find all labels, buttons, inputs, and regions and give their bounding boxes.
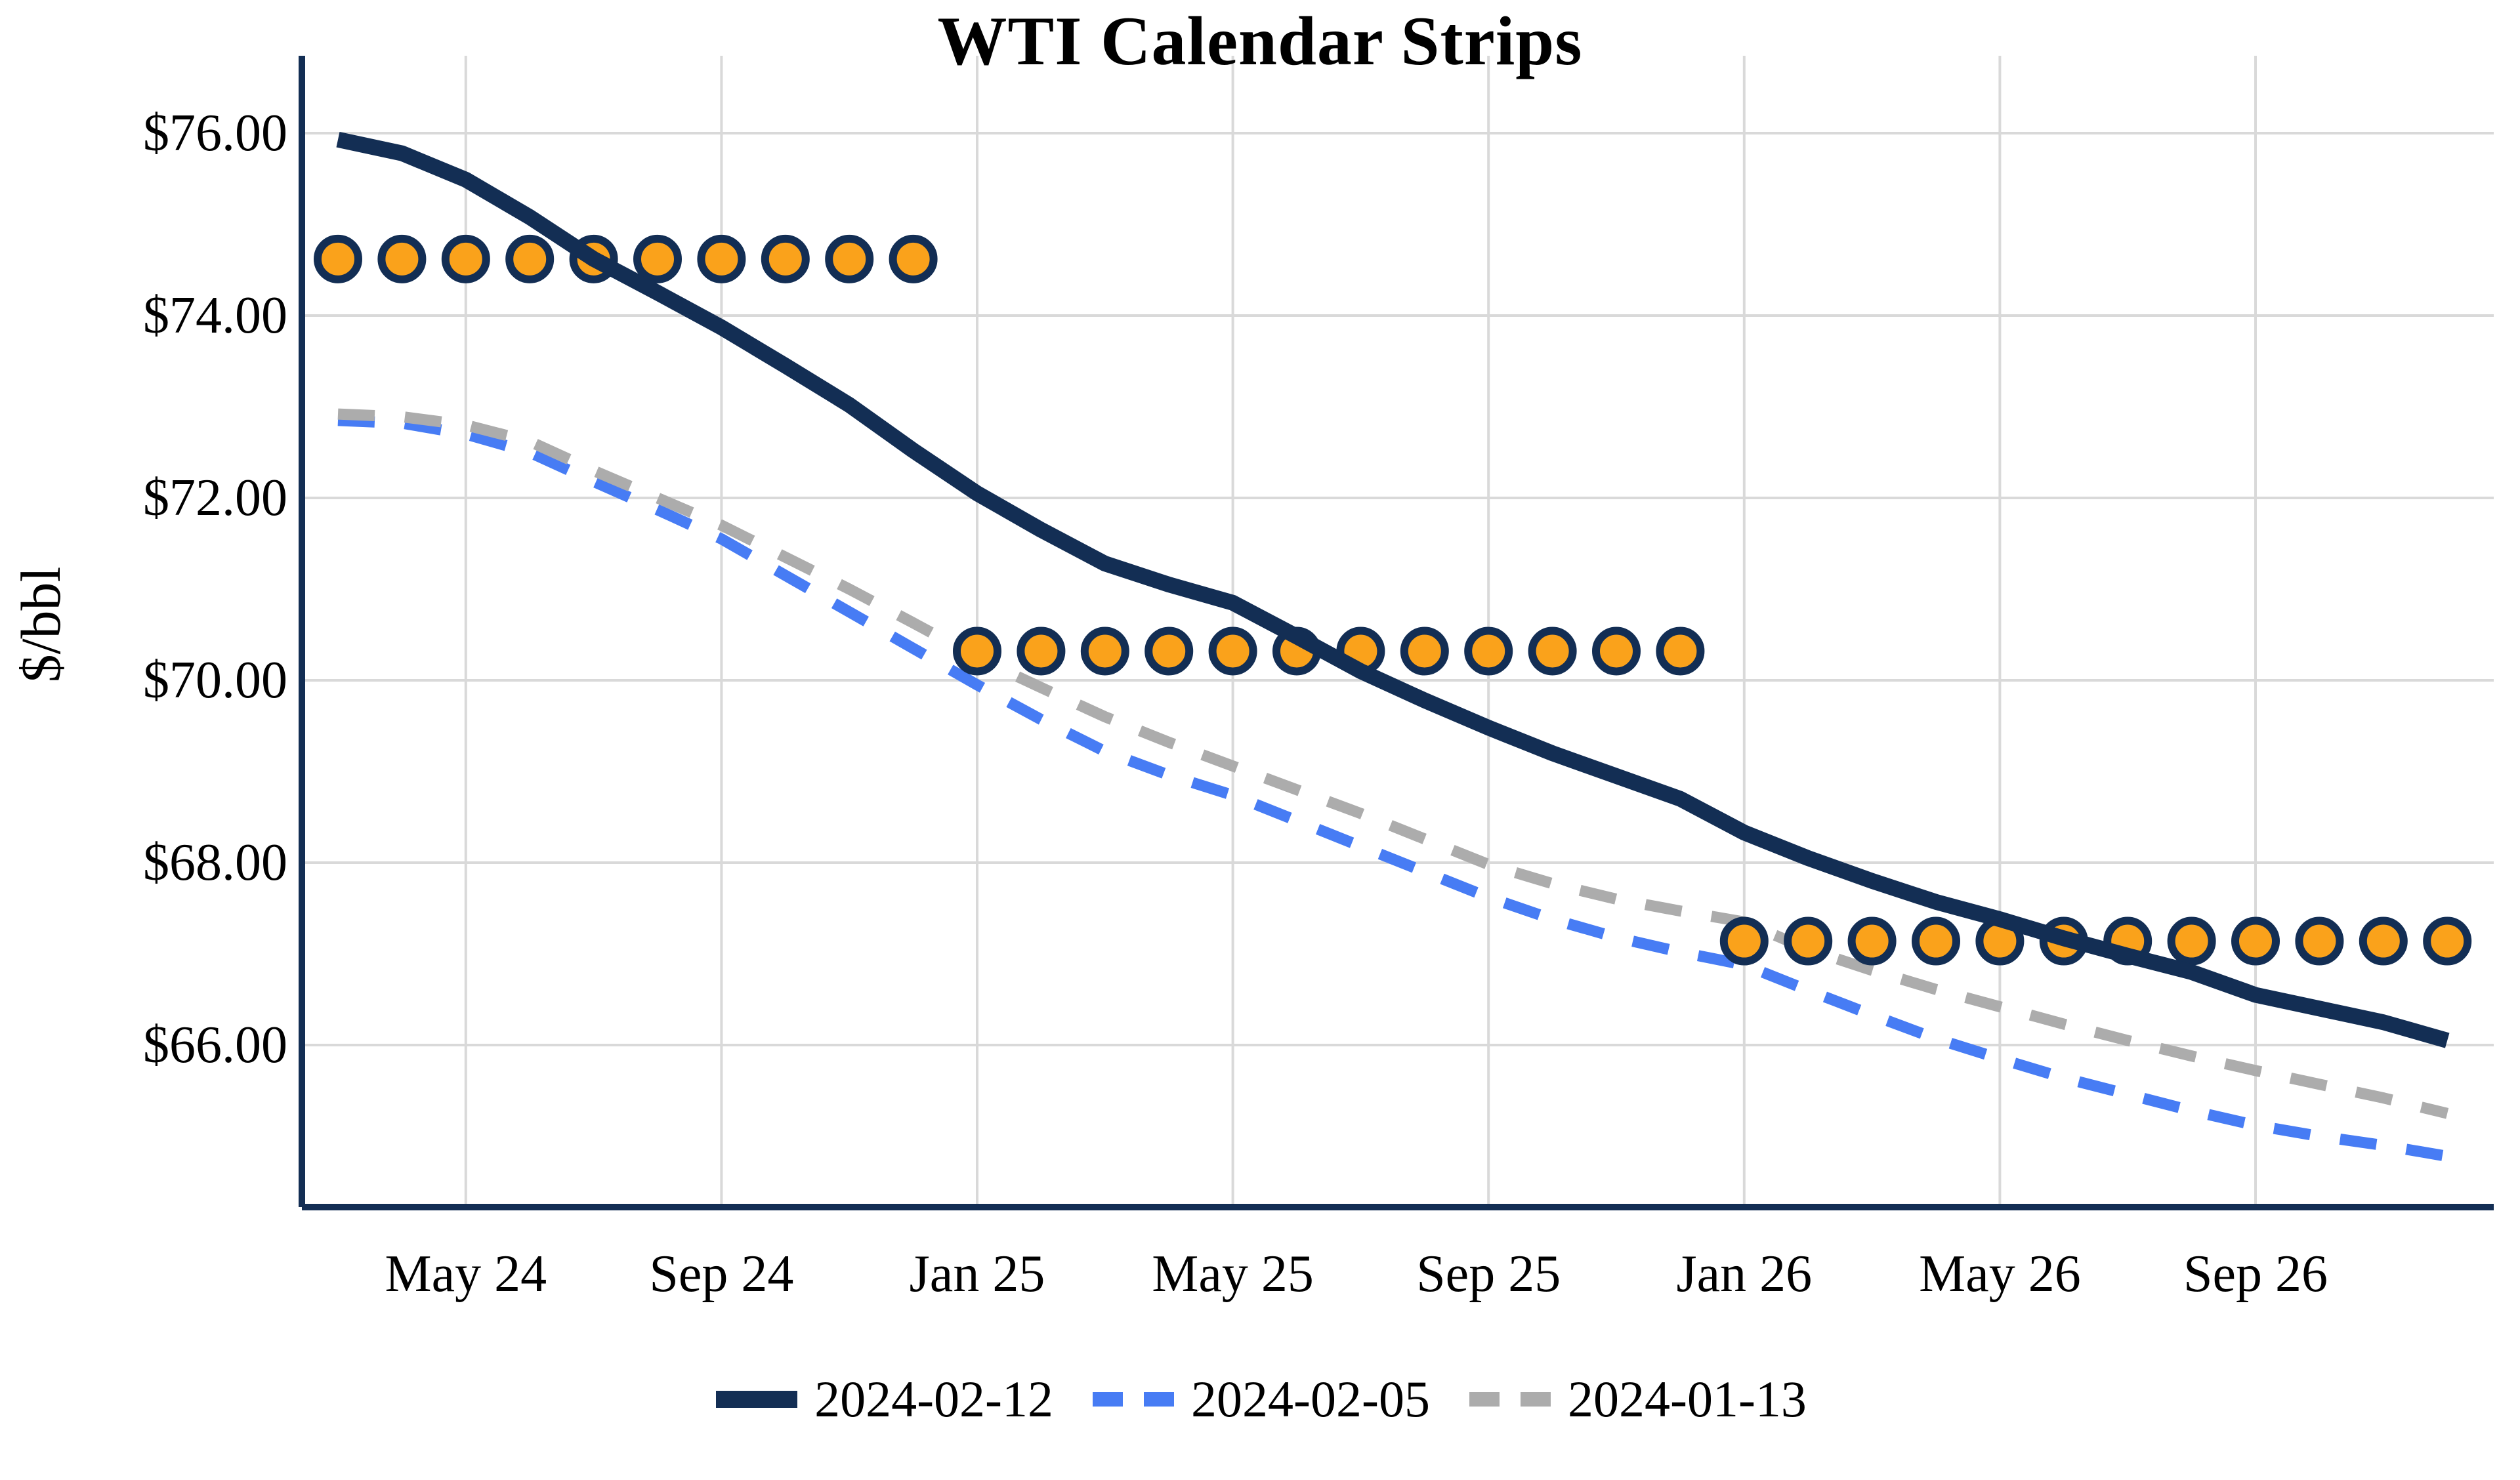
strip-average-marker-Cal 2025	[1144, 627, 1194, 676]
chart-title: WTI Calendar Strips	[937, 3, 1583, 79]
strip-average-marker-Cal 2025	[1464, 627, 1513, 676]
solid-line-swatch-icon	[716, 1391, 798, 1408]
dashed-line-swatch-icon	[1469, 1392, 1551, 1407]
strip-average-marker-Cal 2025	[1592, 627, 1641, 676]
x-tick-label: May 26	[1919, 1245, 2081, 1303]
legend-label: 2024-02-05	[1191, 1370, 1430, 1428]
legend-label: 2024-02-12	[814, 1370, 1054, 1428]
y-tick-label: $66.00	[143, 1016, 287, 1074]
strip-average-marker-Cal 2026	[1784, 916, 1833, 966]
strip-average-marker-Cal 2026	[2231, 916, 2280, 966]
y-tick-label: $74.00	[143, 287, 287, 344]
strip-average-marker-Cal 2025	[1656, 627, 1705, 676]
strip-average-marker-Cal 2026	[2167, 916, 2216, 966]
x-tick-label: Jan 26	[1676, 1245, 1812, 1303]
strip-average-marker-Cal 2025	[1017, 627, 1066, 676]
series-line-2024-02-12	[336, 131, 2450, 1048]
x-tick-label: May 25	[1152, 1245, 1314, 1303]
legend-label: 2024-01-13	[1567, 1370, 1807, 1428]
strip-average-marker-Cal 2026	[2295, 916, 2344, 966]
strip-average-marker-Cal 2025	[1528, 627, 1577, 676]
x-tick-label: Sep 26	[2183, 1245, 2328, 1303]
strip-average-marker-Cal 2026	[1847, 916, 1897, 966]
strip-average-marker-Cal 2025	[1400, 627, 1449, 676]
strip-average-marker-Cal 2024	[697, 234, 746, 283]
chart-legend: 2024-02-12 2024-02-05 2024-01-13	[0, 1370, 2520, 1429]
strip-average-marker-Cal 2024	[377, 234, 427, 283]
legend-entry-2024-02-12: 2024-02-12	[713, 1370, 1053, 1429]
strip-average-marker-Cal 2026	[2359, 916, 2408, 966]
strip-average-marker-Cal 2025	[953, 627, 1001, 676]
legend-entry-2024-01-13: 2024-01-13	[1467, 1370, 1807, 1429]
strip-average-marker-Cal 2024	[314, 234, 362, 283]
x-tick-label: Jan 25	[910, 1245, 1045, 1303]
legend-entry-2024-02-05: 2024-02-05	[1090, 1370, 1430, 1429]
x-tick-label: Sep 24	[649, 1245, 793, 1303]
strip-average-marker-Cal 2024	[761, 234, 810, 283]
series-line-2024-02-05	[337, 415, 2448, 1162]
strip-average-marker-Cal 2025	[1080, 627, 1129, 676]
strip-average-marker-Cal 2024	[825, 234, 874, 283]
y-tick-label: $70.00	[143, 651, 287, 709]
strip-average-marker-Cal 2025	[1208, 627, 1257, 676]
strip-average-marker-Cal 2026	[1719, 916, 1769, 966]
y-axis-title: $/bbl	[9, 566, 72, 683]
strip-average-marker-Cal 2024	[441, 234, 490, 283]
strip-average-marker-Cal 2024	[505, 234, 555, 283]
strip-average-marker-Cal 2026	[2423, 916, 2472, 966]
series-line-2024-01-13	[337, 408, 2449, 1119]
y-tick-label: $72.00	[143, 469, 287, 527]
y-tick-label: $68.00	[143, 834, 287, 892]
x-tick-label: Sep 25	[1416, 1245, 1561, 1303]
strip-average-marker-Cal 2024	[889, 234, 938, 283]
strip-average-marker-Cal 2026	[1912, 916, 1960, 966]
strip-average-marker-Cal 2024	[633, 234, 682, 283]
x-tick-label: May 24	[385, 1245, 547, 1303]
y-tick-label: $76.00	[143, 104, 287, 162]
dashed-line-swatch-icon	[1093, 1392, 1175, 1407]
